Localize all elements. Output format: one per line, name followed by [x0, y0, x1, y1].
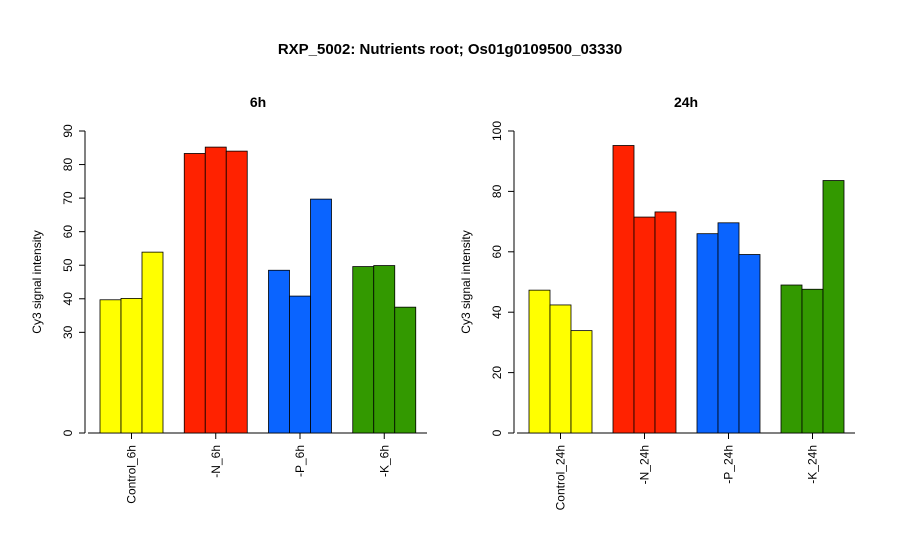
y-axis-label: Cy3 signal intensity: [459, 230, 473, 333]
bar: [634, 217, 655, 433]
x-tick-label: -N_6h: [209, 445, 223, 478]
bar: [100, 300, 121, 433]
bar: [353, 267, 374, 433]
bar: [823, 181, 844, 433]
chart-panel-24h: 24h Cy3 signal intensity 0 20 40 60 80 100 Con…: [459, 94, 855, 510]
y-tick-label: 80: [490, 184, 504, 198]
bar: [802, 289, 823, 433]
panel-title: 24h: [674, 94, 698, 110]
bar: [205, 147, 226, 433]
chart-panel-6h: 6h Cy3 signal intensity 0 30 40 50 60 70 80 90 C…: [30, 94, 427, 504]
x-tick-label: -N_24h: [638, 445, 652, 484]
bar: [121, 298, 142, 433]
bar: [269, 270, 290, 433]
x-tick-label: -P_24h: [722, 445, 736, 484]
bar: [718, 223, 739, 433]
y-tick-label: 60: [61, 225, 75, 239]
bar: [395, 307, 416, 433]
figure-canvas: RXP_5002: Nutrients root; Os01g0109500_0…: [0, 0, 900, 550]
bar: [697, 234, 718, 433]
bar: [781, 285, 802, 433]
y-tick-label: 0: [490, 429, 504, 436]
panel-title: 6h: [250, 94, 266, 110]
bar: [374, 266, 395, 433]
x-tick-label: Control_24h: [554, 445, 568, 510]
bar: [571, 331, 592, 433]
y-tick-label: 80: [61, 158, 75, 172]
bar: [184, 153, 205, 433]
y-tick-label: 30: [61, 325, 75, 339]
y-tick-label: 20: [490, 366, 504, 380]
x-tick-label: -K_24h: [806, 445, 820, 484]
y-tick-label: 100: [490, 121, 504, 141]
x-tick-label: -K_6h: [377, 445, 391, 477]
y-tick-label: 0: [61, 429, 75, 436]
y-axis-label: Cy3 signal intensity: [30, 230, 44, 333]
y-tick-label: 50: [61, 258, 75, 272]
bar: [739, 255, 760, 433]
x-tick-label: Control_6h: [125, 445, 139, 504]
bar: [226, 151, 247, 433]
x-tick-label: -P_6h: [293, 445, 307, 477]
bar: [142, 252, 163, 433]
bar: [311, 199, 332, 433]
bar: [550, 305, 571, 433]
figure: RXP_5002: Nutrients root; Os01g0109500_0…: [0, 0, 900, 550]
y-tick-label: 40: [61, 292, 75, 306]
bar: [529, 290, 550, 433]
bar: [290, 296, 311, 433]
figure-title: RXP_5002: Nutrients root; Os01g0109500_0…: [278, 41, 622, 58]
y-tick-label: 60: [490, 245, 504, 259]
bar: [613, 145, 634, 433]
bar: [655, 212, 676, 433]
y-tick-label: 90: [61, 124, 75, 138]
y-tick-label: 40: [490, 305, 504, 319]
y-tick-label: 70: [61, 191, 75, 205]
